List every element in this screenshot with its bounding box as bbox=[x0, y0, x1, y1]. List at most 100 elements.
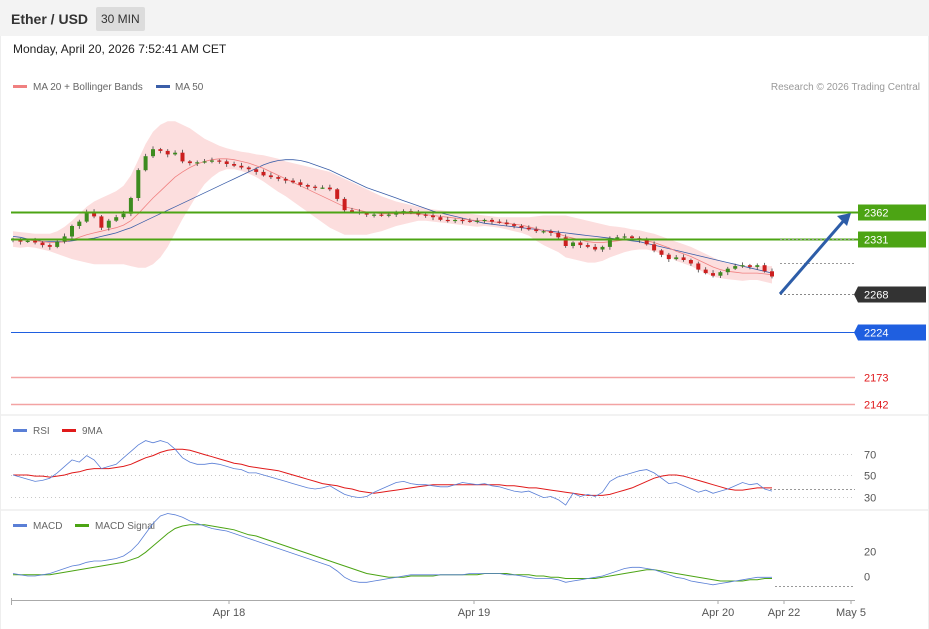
candle bbox=[453, 218, 458, 224]
candle-body bbox=[210, 160, 214, 162]
level-support: 2142 bbox=[11, 400, 888, 412]
candle bbox=[674, 255, 679, 261]
candle-body bbox=[674, 257, 679, 260]
resistance-tag bbox=[858, 204, 926, 221]
candle-body bbox=[438, 217, 443, 220]
candle bbox=[283, 177, 288, 184]
candle bbox=[593, 244, 598, 252]
ma20-legend-label: MA 20 + Bollinger Bands bbox=[33, 82, 143, 93]
macd-signal-legend-label: MACD Signal bbox=[95, 521, 155, 532]
candle-body bbox=[305, 185, 310, 187]
candle-body bbox=[711, 273, 715, 276]
candle-body bbox=[18, 239, 23, 242]
candle bbox=[519, 224, 524, 231]
candle-body bbox=[33, 240, 38, 243]
candle bbox=[70, 224, 74, 239]
timeframe-badge[interactable]: 30 MIN bbox=[96, 7, 145, 31]
candle bbox=[372, 212, 377, 218]
candle-body bbox=[740, 265, 745, 267]
candle bbox=[652, 241, 657, 253]
candle-body bbox=[755, 265, 760, 267]
candle bbox=[180, 149, 185, 164]
candle-body bbox=[70, 226, 74, 237]
macd-signal-legend-swatch bbox=[75, 524, 89, 527]
candle-body bbox=[460, 219, 465, 222]
candle-body bbox=[571, 242, 575, 246]
candle bbox=[114, 214, 119, 223]
candle bbox=[313, 184, 318, 191]
candle bbox=[733, 263, 738, 271]
candle-body bbox=[254, 169, 259, 172]
candle-body bbox=[512, 224, 517, 226]
macd-legend-label: MACD bbox=[33, 521, 62, 532]
candle bbox=[92, 209, 97, 219]
candle-body bbox=[239, 165, 244, 168]
candle-body bbox=[320, 187, 325, 189]
candle-body bbox=[482, 219, 487, 222]
candle-body bbox=[445, 219, 450, 222]
candle-body bbox=[688, 260, 693, 264]
bollinger-band-area bbox=[13, 121, 772, 284]
candle bbox=[681, 254, 686, 262]
rsi-legend-swatch bbox=[13, 429, 27, 432]
level-resistance: 2331 bbox=[11, 231, 926, 248]
candle-body bbox=[114, 217, 119, 221]
support-value: 2142 bbox=[864, 400, 888, 412]
macd-line bbox=[12, 513, 772, 586]
candle bbox=[320, 185, 325, 189]
candle bbox=[563, 234, 568, 248]
candle bbox=[40, 241, 45, 248]
candle-body bbox=[585, 245, 590, 247]
candle bbox=[232, 161, 237, 168]
candle bbox=[770, 268, 774, 279]
rsi-tick-label: 30 bbox=[864, 493, 876, 505]
candle-body bbox=[666, 254, 671, 260]
candle-body bbox=[25, 240, 30, 242]
candle bbox=[622, 233, 627, 240]
candle bbox=[659, 249, 664, 258]
candle bbox=[556, 230, 561, 239]
candle bbox=[718, 270, 723, 279]
candle bbox=[195, 160, 200, 167]
pivot-value: 2224 bbox=[864, 328, 888, 340]
candle bbox=[711, 270, 715, 278]
candle bbox=[77, 219, 82, 229]
candle bbox=[548, 229, 553, 236]
forecast-arrow-head bbox=[837, 213, 851, 226]
candle bbox=[261, 169, 266, 177]
candle-body bbox=[350, 210, 354, 212]
copyright-label: Research © 2026 Trading Central bbox=[771, 82, 920, 93]
candle-body bbox=[217, 160, 222, 162]
candle bbox=[268, 172, 273, 179]
candle-body bbox=[342, 198, 347, 211]
rsi-ma-legend-swatch bbox=[62, 429, 76, 432]
candle bbox=[298, 179, 303, 187]
candle bbox=[725, 266, 730, 276]
level-current: 2268 bbox=[780, 286, 926, 303]
level-support: 2173 bbox=[11, 373, 888, 385]
candle-body bbox=[298, 182, 303, 185]
rsi-ma-line bbox=[13, 448, 772, 496]
candle-body bbox=[268, 175, 273, 178]
level-resistance: 2362 bbox=[11, 204, 926, 221]
candle bbox=[106, 218, 111, 231]
candle bbox=[526, 225, 531, 231]
candle bbox=[151, 146, 155, 159]
candle-body bbox=[276, 177, 281, 179]
candlestick-layer bbox=[11, 146, 774, 279]
macd-legend-swatch bbox=[13, 524, 27, 527]
candle-body bbox=[99, 216, 104, 228]
candle-body bbox=[475, 220, 480, 222]
candle-body bbox=[143, 156, 148, 171]
candle-body bbox=[593, 246, 598, 250]
candle-body bbox=[696, 263, 701, 270]
candle-body bbox=[195, 162, 200, 164]
candle-body bbox=[534, 229, 539, 232]
candle bbox=[755, 263, 760, 270]
candle-body bbox=[372, 214, 377, 216]
candle-body bbox=[526, 227, 531, 230]
candle-body bbox=[770, 271, 774, 277]
pivot-tag bbox=[854, 324, 926, 341]
candle-body bbox=[165, 150, 170, 155]
candle bbox=[578, 240, 583, 249]
